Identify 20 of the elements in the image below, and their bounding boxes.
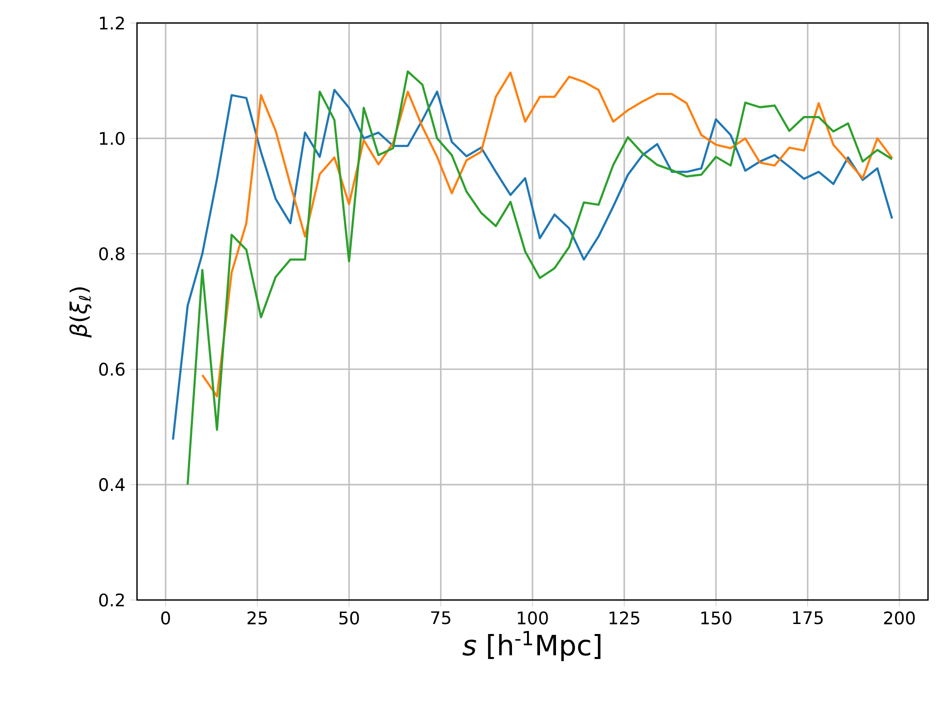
x-tick-label: 100 — [518, 611, 548, 624]
y-tick-label: 0.6 — [99, 362, 125, 376]
x-tick-label: 150 — [701, 611, 732, 624]
line-series — [201, 72, 894, 398]
x-tick-label: 125 — [610, 611, 640, 624]
x-tick-label: 25 — [248, 611, 267, 624]
line-series — [186, 70, 894, 486]
line-series — [172, 88, 894, 441]
x-tick-label: 0 — [161, 611, 170, 624]
y-tick-label: 0.2 — [99, 593, 124, 607]
x-axis-title: s [h$^{-1}$Mpc] — [462, 630, 600, 662]
x-tick-label: 175 — [793, 611, 823, 624]
x-tick-label: 200 — [884, 611, 915, 624]
y-tick-label: 1.2 — [100, 16, 124, 30]
x-tick-label: 75 — [431, 611, 450, 624]
y-tick-label: 0.4 — [99, 478, 125, 492]
y-tick-label: 1.0 — [100, 132, 124, 145]
y-axis-title: β(ξ$_{ℓ}$) — [69, 287, 92, 338]
y-tick-label: 0.8 — [99, 247, 124, 260]
x-tick-label: 50 — [339, 611, 359, 624]
